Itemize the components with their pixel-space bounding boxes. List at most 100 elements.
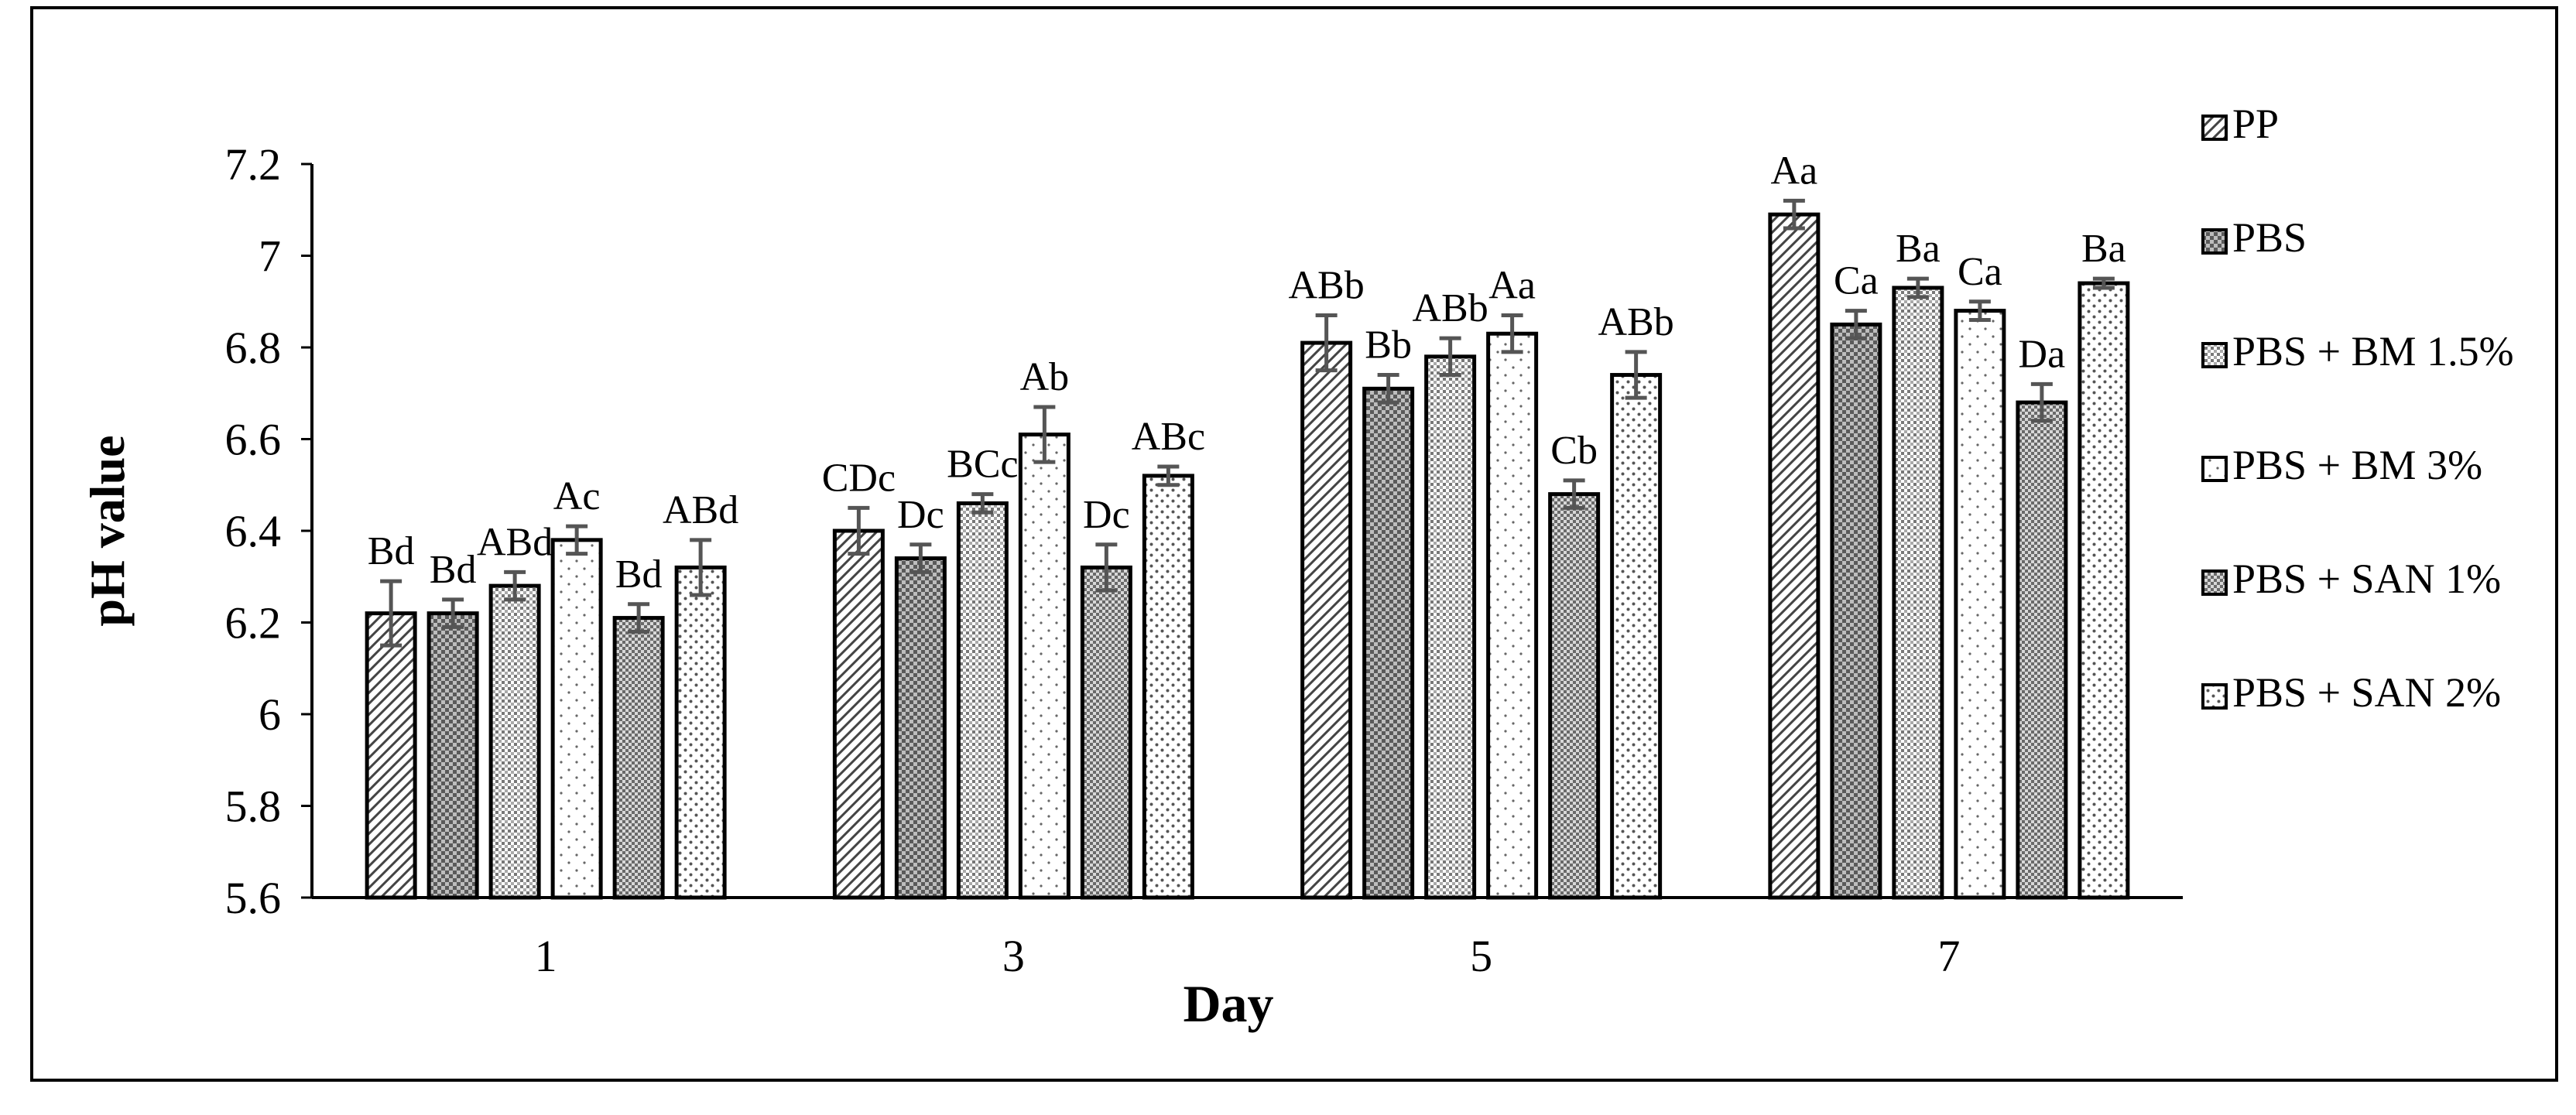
x-tick-label: 1 [535, 931, 557, 981]
y-tick-label: 6.8 [225, 323, 282, 373]
error-bar [380, 579, 402, 648]
legend-swatch [2201, 115, 2228, 141]
bar [1486, 331, 1539, 900]
bar [832, 528, 885, 900]
bar-label: Aa [1488, 264, 1536, 308]
figure-border [30, 6, 2558, 1082]
y-axis-label: pH value [80, 435, 135, 626]
bar [894, 556, 947, 900]
bar [956, 501, 1009, 900]
bar-label: Bd [615, 552, 663, 597]
x-axis-ticks: 1 3 5 7 [535, 931, 1961, 981]
bar [2078, 281, 2130, 900]
bar [1018, 433, 1070, 900]
legend-item: PBS + SAN 2% [2201, 669, 2501, 716]
error-bar [628, 602, 650, 634]
bar [674, 565, 727, 900]
error-bar [1377, 373, 1399, 405]
bar [1300, 340, 1353, 900]
y-tick-label: 6 [259, 689, 281, 740]
bar [550, 538, 603, 900]
legend-label: PP [2232, 101, 2279, 147]
bar-label: ABd [477, 520, 553, 564]
bar-label: Ac [553, 474, 601, 518]
legend-item: PP [2201, 101, 2279, 147]
error-bar [442, 597, 464, 629]
error-bar [848, 505, 870, 556]
bar [488, 583, 541, 900]
bar [1892, 286, 1944, 900]
legend-swatch [2201, 569, 2228, 596]
error-bar [1906, 276, 1929, 299]
error-bar [1845, 309, 1867, 340]
bar-label: Dc [897, 493, 944, 537]
error-bar [2092, 276, 2115, 290]
legend-item: PBS + BM 3% [2201, 442, 2482, 488]
bar-label: ABd [663, 488, 738, 532]
bar-label: Ca [1834, 259, 1879, 303]
bar-label: Ba [1896, 227, 1941, 271]
bar-label: Bd [430, 548, 477, 592]
bar-label: ABb [1413, 286, 1488, 330]
bar [1080, 565, 1132, 900]
y-tick-label: 7 [259, 231, 281, 282]
bar-labels: Bd BdABdAcBdABdCDcDcBCcAbDcABcABbBbABbAaC… [368, 149, 2126, 596]
x-tick-label: 5 [1470, 931, 1492, 981]
error-bar [1095, 542, 1118, 593]
bar [1830, 322, 1882, 900]
legend-item: PBS + BM 1.5% [2201, 328, 2514, 375]
bar [1610, 373, 1663, 900]
error-bar [1439, 336, 1461, 378]
bar-label: Bb [1365, 323, 1412, 368]
bar-label: Ba [2081, 227, 2126, 271]
error-bar [1625, 350, 1647, 400]
legend-label: PBS [2232, 214, 2307, 261]
bar [1362, 386, 1415, 900]
y-tick-label: 6.4 [225, 506, 282, 556]
y-tick-label: 6.6 [225, 415, 282, 465]
x-tick-label: 3 [1002, 931, 1025, 981]
error-bar [1157, 464, 1180, 487]
error-bar [1501, 313, 1523, 354]
bar [1548, 492, 1601, 900]
error-bar [1033, 405, 1056, 464]
legend-swatch [2201, 342, 2228, 368]
bar [1142, 474, 1194, 900]
x-tick-label: 7 [1937, 931, 1960, 981]
bar-label: Aa [1771, 149, 1818, 193]
bar-label: Bd [368, 529, 415, 573]
y-tick-label: 7.2 [225, 139, 282, 190]
bar [612, 616, 665, 900]
legend-label: PBS + BM 1.5% [2232, 328, 2514, 375]
bar-label: ABc [1132, 415, 1205, 459]
y-axis-ticks: 5.6 5.8 6 6.2 6.4 6.6 6.8 7 7.2 [225, 139, 312, 923]
bar-label: BCc [947, 443, 1018, 487]
y-tick-label: 5.8 [225, 782, 282, 832]
error-bar [1315, 313, 1338, 373]
bar [2016, 400, 2068, 900]
bars [365, 212, 2130, 900]
error-bar [1783, 198, 1805, 231]
bar [1424, 354, 1477, 900]
x-axis-label: Day [1183, 974, 1273, 1033]
legend-label: PBS + SAN 1% [2232, 556, 2501, 602]
bar-label: Dc [1083, 493, 1130, 537]
error-bars [380, 198, 2115, 648]
legend-label: PBS + SAN 2% [2232, 669, 2501, 716]
bar-label: Da [2019, 332, 2066, 376]
error-bar [504, 569, 526, 602]
legend-swatch [2201, 456, 2228, 482]
error-bar [909, 542, 932, 574]
error-bar [971, 492, 994, 515]
legend-swatch [2201, 228, 2228, 255]
bar-label: ABb [1289, 264, 1365, 308]
legend-item: PBS [2201, 214, 2307, 261]
error-bar [566, 524, 588, 556]
bar-label: ABb [1598, 300, 1674, 344]
bar [1768, 212, 1821, 900]
error-bar [1968, 299, 1991, 322]
bar [426, 611, 479, 900]
y-tick-label: 6.2 [225, 598, 282, 648]
legend-label: PBS + BM 3% [2232, 442, 2482, 488]
